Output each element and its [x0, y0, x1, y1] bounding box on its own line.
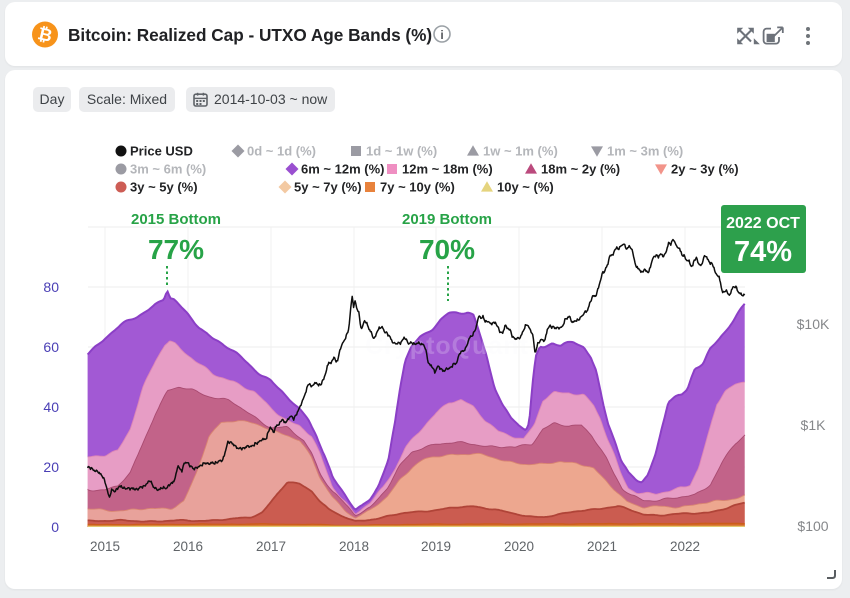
svg-text:10y ~ (%): 10y ~ (%) [497, 180, 554, 195]
svg-text:0d ~ 1d (%): 0d ~ 1d (%) [247, 144, 316, 159]
svg-text:40: 40 [43, 399, 59, 415]
svg-text:$100: $100 [797, 518, 828, 534]
svg-text:2019: 2019 [421, 539, 451, 554]
svg-text:3m ~ 6m (%): 3m ~ 6m (%) [130, 162, 206, 177]
svg-text:2015: 2015 [90, 539, 120, 554]
svg-text:2017: 2017 [256, 539, 286, 554]
svg-text:$10K: $10K [797, 316, 830, 332]
svg-text:3y ~ 5y (%): 3y ~ 5y (%) [130, 180, 198, 195]
svg-text:2016: 2016 [173, 539, 203, 554]
svg-text:Price USD: Price USD [130, 144, 193, 159]
svg-text:2020: 2020 [504, 539, 534, 554]
svg-text:$1K: $1K [801, 417, 827, 433]
svg-text:74%: 74% [734, 236, 792, 268]
svg-text:2015 Bottom: 2015 Bottom [131, 211, 221, 228]
svg-text:77%: 77% [148, 234, 204, 265]
svg-text:2019 Bottom: 2019 Bottom [402, 211, 492, 228]
svg-text:1d ~ 1w (%): 1d ~ 1w (%) [366, 144, 437, 159]
svg-text:CryptoQuant: CryptoQuant [365, 332, 529, 360]
svg-text:7y ~ 10y (%): 7y ~ 10y (%) [380, 180, 455, 195]
svg-text:12m ~ 18m (%): 12m ~ 18m (%) [402, 162, 493, 177]
svg-text:2022: 2022 [670, 539, 700, 554]
svg-text:1m ~ 3m (%): 1m ~ 3m (%) [607, 144, 683, 159]
svg-text:6m ~ 12m (%): 6m ~ 12m (%) [301, 162, 384, 177]
svg-text:₿: ₿ [36, 23, 54, 46]
svg-text:20: 20 [43, 459, 59, 475]
svg-text:i: i [440, 28, 443, 42]
svg-text:2021: 2021 [587, 539, 617, 554]
svg-text:80: 80 [43, 279, 59, 295]
svg-text:2022 OCT: 2022 OCT [726, 215, 800, 232]
svg-text:Bitcoin: Realized Cap - UTXO A: Bitcoin: Realized Cap - UTXO Age Bands (… [68, 25, 432, 45]
svg-text:5y ~ 7y (%): 5y ~ 7y (%) [294, 180, 362, 195]
svg-text:18m ~ 2y (%): 18m ~ 2y (%) [541, 162, 620, 177]
svg-text:70%: 70% [419, 234, 475, 265]
svg-text:0: 0 [51, 519, 59, 535]
svg-text:2y ~ 3y (%): 2y ~ 3y (%) [671, 162, 739, 177]
svg-text:1w ~ 1m (%): 1w ~ 1m (%) [483, 144, 558, 159]
svg-text:2018: 2018 [339, 539, 369, 554]
svg-text:60: 60 [43, 339, 59, 355]
